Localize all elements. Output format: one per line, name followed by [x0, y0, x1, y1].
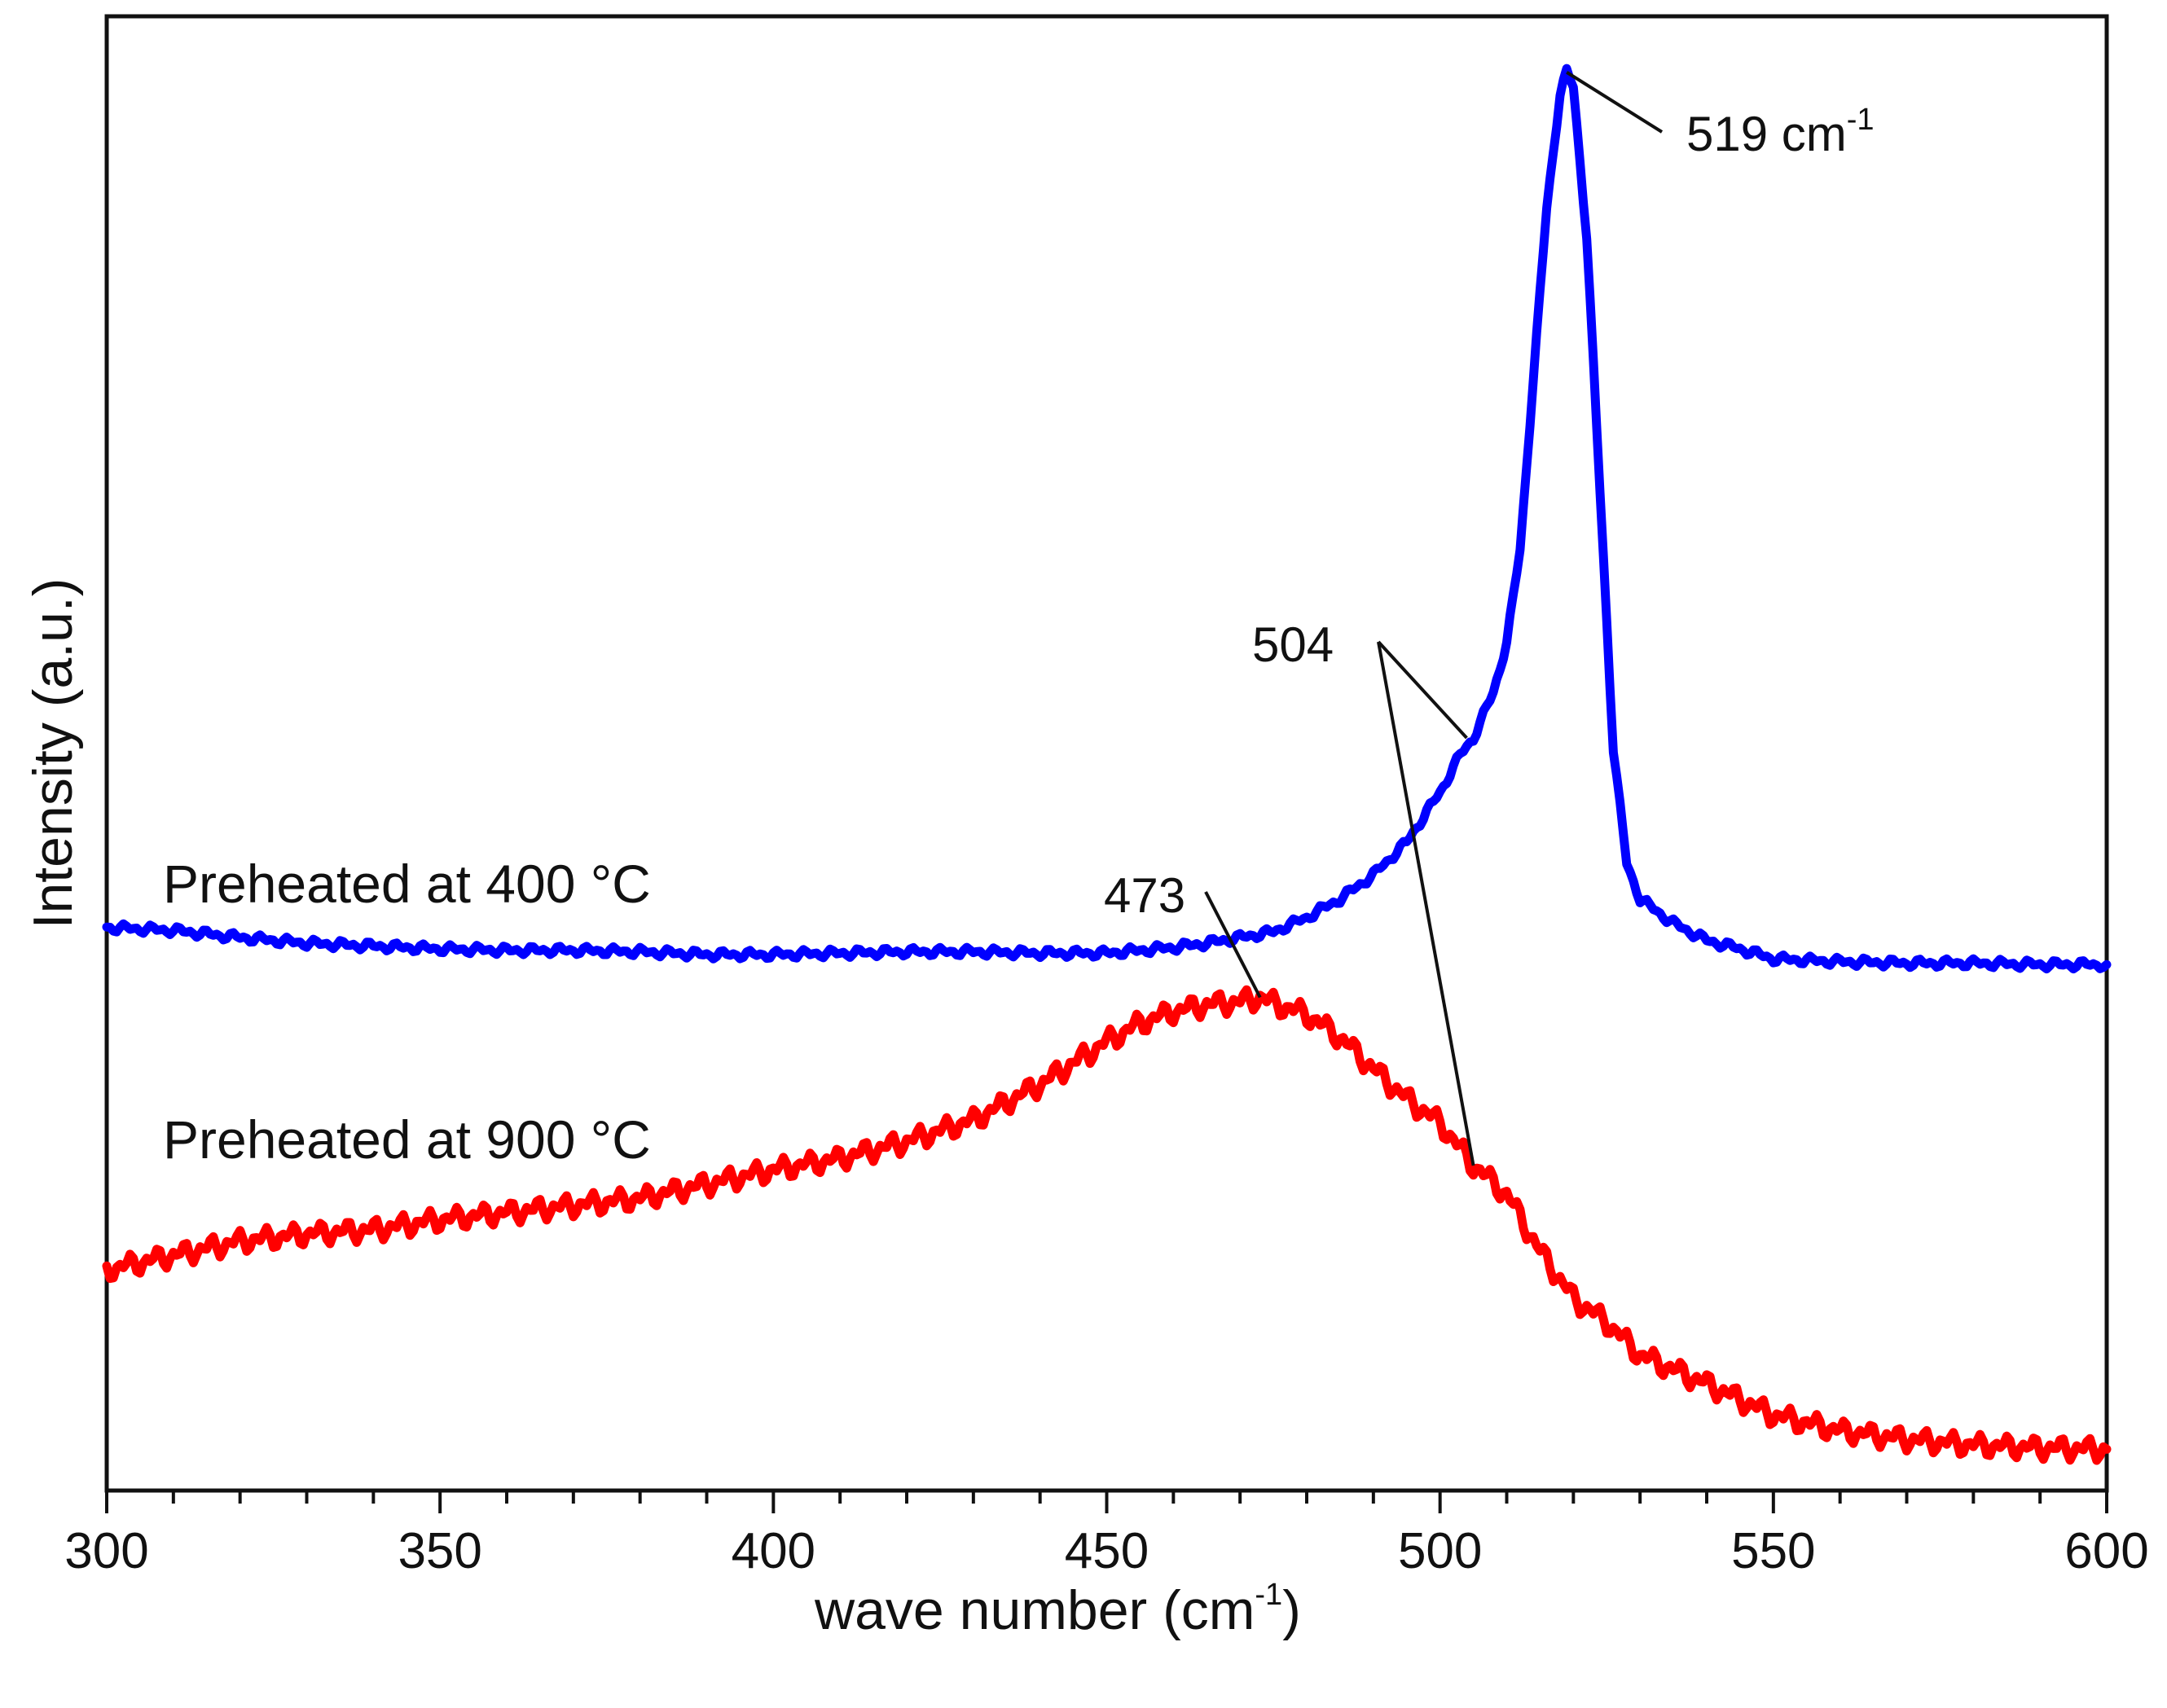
x-axis-title: wave number (cm-1)	[814, 1578, 1301, 1641]
leader-473	[1204, 891, 1262, 999]
annotation-473: 473	[1104, 868, 1185, 923]
x-tick-label: 600	[2064, 1523, 2148, 1579]
annotation-layer	[1204, 71, 1664, 1166]
x-tick-label: 300	[64, 1523, 148, 1579]
y-axis-title: Intensity (a.u.)	[22, 578, 84, 929]
series-label-900: Preheated at 900 °C	[163, 1109, 651, 1170]
series-layer	[102, 64, 2112, 1465]
leader-519	[1566, 71, 1664, 134]
plot-area: 300 350 400 450 500 550 600	[64, 14, 2149, 1579]
x-axis-ticks: 300 350 400 450 500 550 600	[64, 1491, 2149, 1579]
x-tick-label: 450	[1065, 1523, 1149, 1579]
x-tick-label: 350	[398, 1523, 481, 1579]
x-tick-label: 400	[732, 1523, 815, 1579]
x-tick-label: 500	[1398, 1523, 1482, 1579]
annotation-519: 519 cm-1	[1686, 103, 1875, 161]
series-label-400: Preheated at 400 °C	[163, 854, 651, 914]
annotation-504: 504	[1252, 617, 1334, 672]
x-tick-label: 550	[1731, 1523, 1815, 1579]
series-line-0	[102, 64, 2112, 974]
leader-504-upper	[1377, 640, 1468, 740]
series-line-1	[102, 985, 2112, 1465]
leader-504-lower	[1377, 641, 1475, 1166]
plot-frame	[104, 14, 2109, 1493]
